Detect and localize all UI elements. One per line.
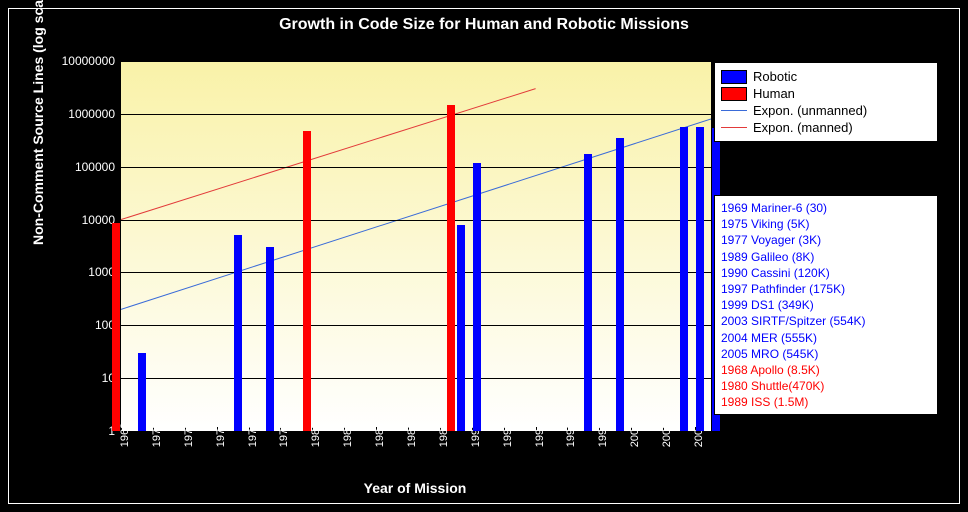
mission-item-robotic: 1999 DS1 (349K) bbox=[721, 297, 931, 313]
legend-item-human: Human bbox=[721, 86, 931, 101]
bar bbox=[457, 225, 465, 431]
x-tick-label: 1994 bbox=[534, 423, 546, 447]
x-tick-label: 1982 bbox=[342, 423, 354, 447]
y-tick-label: 100000 bbox=[75, 160, 115, 174]
x-tick-label: 1980 bbox=[310, 423, 322, 447]
legend-label: Expon. (manned) bbox=[753, 120, 853, 135]
gridline bbox=[121, 61, 711, 62]
mission-item-robotic: 1977 Voyager (3K) bbox=[721, 232, 931, 248]
bar bbox=[303, 131, 311, 431]
bar bbox=[138, 353, 146, 431]
y-axis-label: Non-Comment Source Lines (log scale) bbox=[30, 0, 46, 245]
mission-item-robotic: 2003 SIRTF/Spitzer (554K) bbox=[721, 313, 931, 329]
y-tick-label: 10000000 bbox=[62, 54, 115, 68]
bar bbox=[473, 163, 481, 431]
x-tick-label: 2002 bbox=[661, 423, 673, 447]
mission-item-robotic: 1997 Pathfinder (175K) bbox=[721, 281, 931, 297]
x-tick-label: 1968 bbox=[119, 423, 131, 447]
legend-label: Expon. (unmanned) bbox=[753, 103, 867, 118]
x-tick-label: 1986 bbox=[406, 423, 418, 447]
bar bbox=[234, 235, 242, 431]
mission-item-robotic: 1975 Viking (5K) bbox=[721, 216, 931, 232]
legend-item-expon-unmanned: Expon. (unmanned) bbox=[721, 103, 931, 118]
x-tick-label: 1978 bbox=[278, 423, 290, 447]
x-tick-label: 1970 bbox=[151, 423, 163, 447]
mission-list-box: 1969 Mariner-6 (30)1975 Viking (5K)1977 … bbox=[714, 195, 938, 415]
bar bbox=[680, 127, 688, 431]
mission-item-robotic: 1990 Cassini (120K) bbox=[721, 265, 931, 281]
chart-canvas: Growth in Code Size for Human and Roboti… bbox=[0, 0, 968, 512]
gridline bbox=[121, 114, 711, 115]
mission-item-robotic: 2005 MRO (545K) bbox=[721, 346, 931, 362]
swatch-robotic bbox=[721, 70, 747, 84]
bar bbox=[584, 154, 592, 431]
x-tick-label: 1992 bbox=[502, 423, 514, 447]
x-axis-label: Year of Mission bbox=[120, 480, 710, 496]
x-tick-label: 1976 bbox=[247, 423, 259, 447]
legend-label: Robotic bbox=[753, 69, 797, 84]
legend-label: Human bbox=[753, 86, 795, 101]
plot-area: 1101001000100001000001000000100000001968… bbox=[120, 60, 712, 432]
y-tick-label: 10000 bbox=[82, 213, 115, 227]
chart-title: Growth in Code Size for Human and Roboti… bbox=[0, 16, 968, 34]
mission-item-human: 1980 Shuttle(470K) bbox=[721, 378, 931, 394]
y-tick-label: 1000000 bbox=[68, 107, 115, 121]
mission-item-human: 1968 Apollo (8.5K) bbox=[721, 362, 931, 378]
bar bbox=[616, 138, 624, 431]
mission-item-human: 1989 ISS (1.5M) bbox=[721, 394, 931, 410]
x-tick-label: 1984 bbox=[374, 423, 386, 447]
bar bbox=[447, 105, 455, 431]
mission-item-robotic: 1969 Mariner-6 (30) bbox=[721, 200, 931, 216]
swatch-line-unmanned bbox=[721, 110, 747, 111]
bar bbox=[696, 127, 704, 431]
swatch-line-manned bbox=[721, 127, 747, 128]
x-tick-label: 1996 bbox=[565, 423, 577, 447]
x-tick-label: 1974 bbox=[215, 423, 227, 447]
x-tick-label: 2000 bbox=[629, 423, 641, 447]
swatch-human bbox=[721, 87, 747, 101]
bar bbox=[266, 247, 274, 431]
legend-item-robotic: Robotic bbox=[721, 69, 931, 84]
x-tick-label: 1998 bbox=[597, 423, 609, 447]
bar bbox=[112, 223, 120, 431]
legend-box: Robotic Human Expon. (unmanned) Expon. (… bbox=[714, 62, 938, 142]
y-tick-label: 1000 bbox=[88, 265, 115, 279]
x-tick-label: 1972 bbox=[183, 423, 195, 447]
mission-item-robotic: 1989 Galileo (8K) bbox=[721, 249, 931, 265]
legend-item-expon-manned: Expon. (manned) bbox=[721, 120, 931, 135]
mission-item-robotic: 2004 MER (555K) bbox=[721, 330, 931, 346]
